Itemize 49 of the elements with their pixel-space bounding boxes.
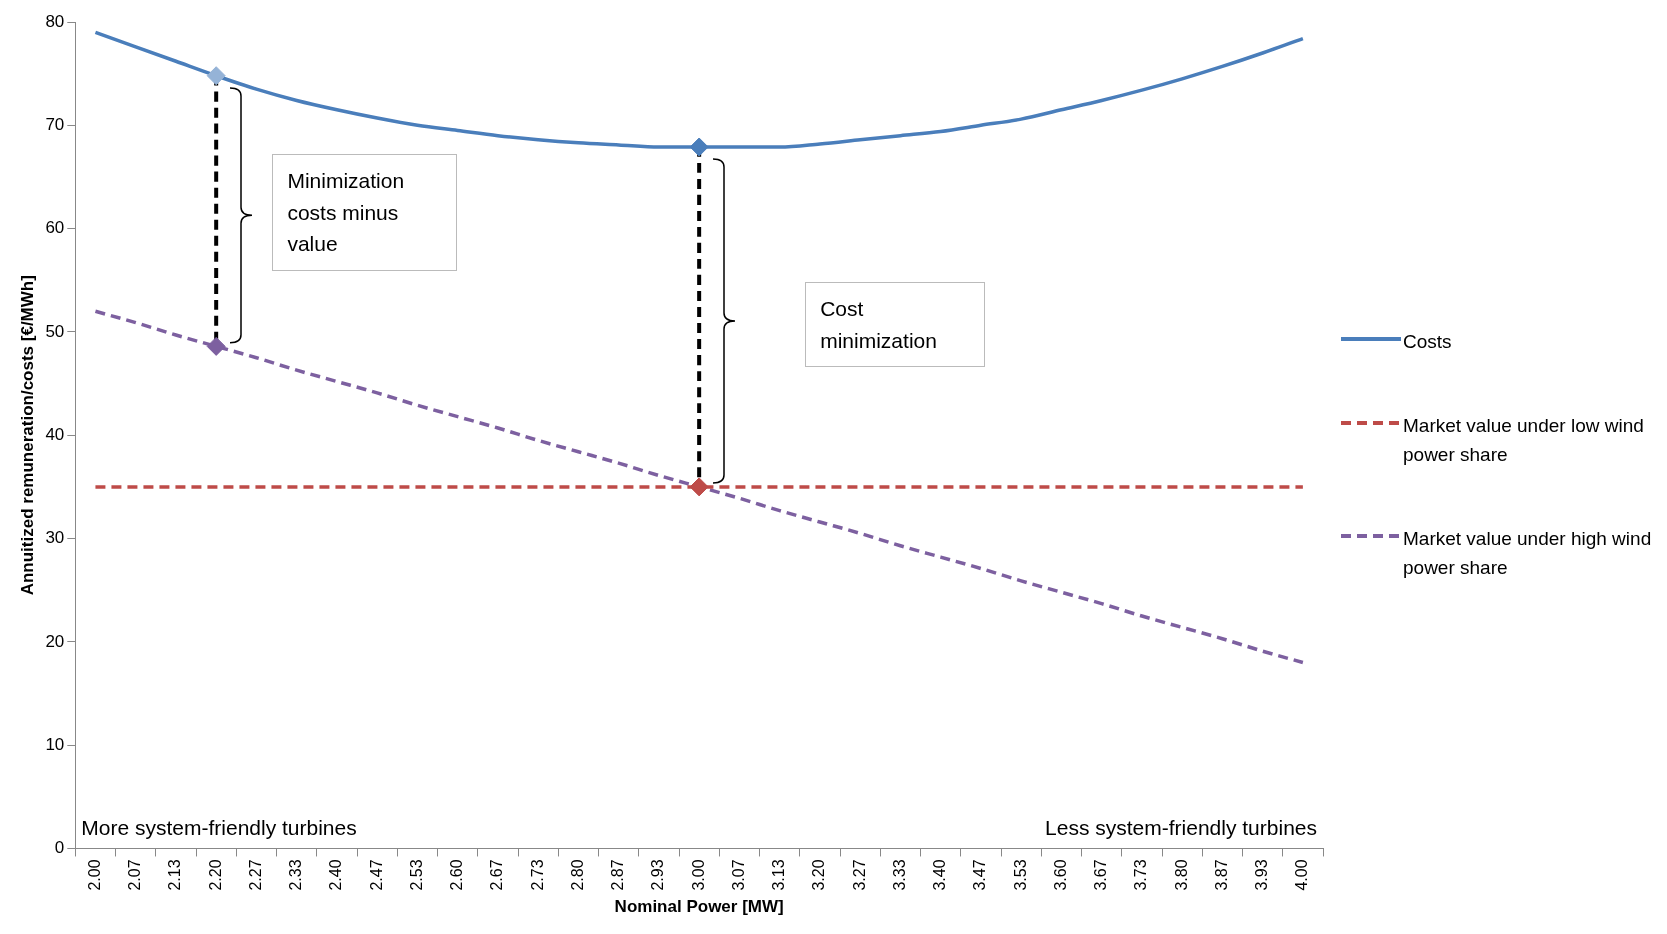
y-tick-label: 30 bbox=[45, 528, 65, 548]
x-tick-label: 3.00 bbox=[689, 859, 707, 891]
x-tick-label: 3.27 bbox=[850, 859, 868, 891]
x-tick-label: 3.87 bbox=[1212, 859, 1230, 891]
x-tick-label: 2.67 bbox=[488, 859, 506, 891]
legend-label: Costs bbox=[1403, 329, 1453, 354]
y-tick-label: 20 bbox=[45, 631, 65, 651]
x-tick-label: 3.20 bbox=[810, 859, 828, 891]
x-tick-label: 2.33 bbox=[287, 859, 305, 891]
x-tick-label: 3.07 bbox=[729, 859, 747, 891]
note-box: Minimization costs minus value bbox=[272, 154, 458, 271]
y-tick-label: 60 bbox=[45, 218, 65, 238]
x-tick-label: 2.07 bbox=[126, 859, 144, 891]
x-tick-label: 2.53 bbox=[407, 859, 425, 891]
x-tick-label: 3.80 bbox=[1172, 859, 1190, 891]
y-axis-title: Annuitized remuneration/costs [€/MWh] bbox=[17, 275, 37, 596]
x-tick-label: 2.20 bbox=[206, 859, 224, 891]
y-tick-label: 80 bbox=[45, 11, 65, 31]
x-tick-label: 2.60 bbox=[448, 859, 466, 891]
y-tick-label: 40 bbox=[45, 424, 65, 444]
x-tick-label: 3.93 bbox=[1253, 859, 1271, 891]
y-tick-label: 0 bbox=[54, 838, 65, 858]
x-tick-label: 3.60 bbox=[1051, 859, 1069, 891]
legend-label: Market value under low wind power share bbox=[1403, 414, 1645, 467]
x-tick-label: 2.93 bbox=[649, 859, 667, 891]
x-tick-label: 3.73 bbox=[1132, 859, 1150, 891]
x-tick-label: 2.27 bbox=[246, 859, 264, 891]
x-tick-label: 2.80 bbox=[568, 859, 586, 891]
x-tick-label: 3.33 bbox=[890, 859, 908, 891]
x-tick-label: 2.00 bbox=[85, 859, 103, 891]
x-tick-label: 3.40 bbox=[931, 859, 949, 891]
x-tick-label: 2.73 bbox=[528, 859, 546, 891]
x-tick-label: 3.47 bbox=[971, 859, 989, 891]
x-tick-label: 2.47 bbox=[367, 859, 385, 891]
x-tick-label: 4.00 bbox=[1293, 859, 1311, 891]
x-axis-title: Nominal Power [MW] bbox=[614, 897, 784, 917]
annotation: Less system-friendly turbines bbox=[1045, 816, 1317, 841]
x-tick-label: 2.87 bbox=[609, 859, 627, 891]
y-tick-label: 70 bbox=[45, 114, 65, 134]
y-tick-label: 50 bbox=[45, 321, 65, 341]
x-tick-label: 3.67 bbox=[1092, 859, 1110, 891]
y-tick-label: 10 bbox=[45, 734, 65, 754]
x-tick-label: 3.53 bbox=[1011, 859, 1029, 891]
note-box: Cost minimization bbox=[805, 282, 986, 368]
x-tick-label: 2.40 bbox=[327, 859, 345, 891]
annotation: More system-friendly turbines bbox=[81, 816, 357, 841]
legend-label: Market value under high wind power share bbox=[1403, 527, 1653, 580]
x-tick-label: 2.13 bbox=[166, 859, 184, 891]
x-tick-label: 3.13 bbox=[770, 859, 788, 891]
